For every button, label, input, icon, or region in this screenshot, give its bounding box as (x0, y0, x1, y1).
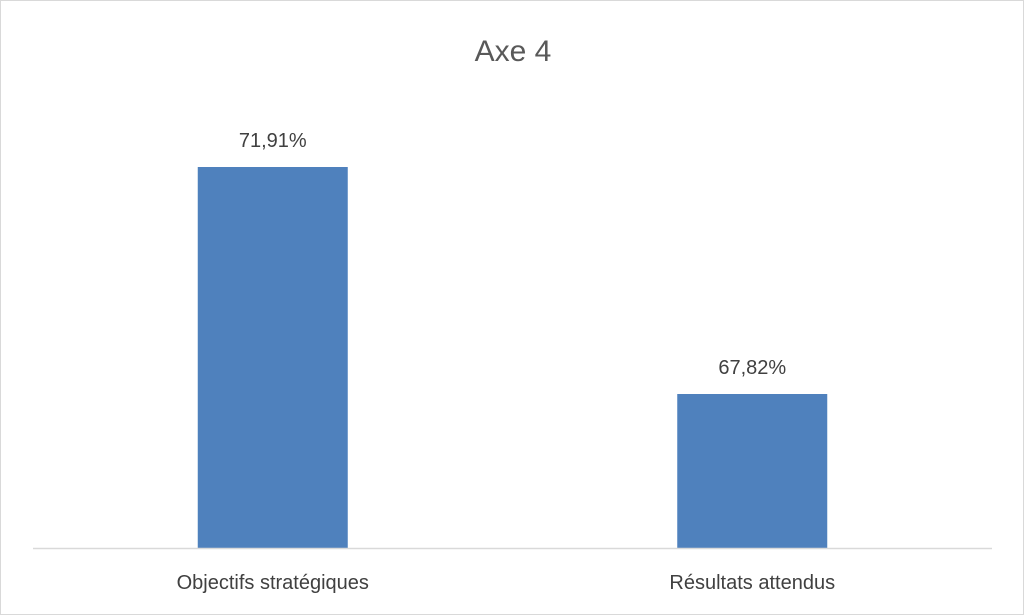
chart-title: Axe 4 (475, 35, 552, 68)
x-tick-label-2: Résultats attendus (669, 572, 835, 594)
labels-group: 71,91% Objectifs stratégiques 67,82% Résult… (177, 130, 835, 594)
bar-1 (197, 167, 348, 548)
x-tick-label-1: Objectifs stratégiques (177, 572, 369, 594)
data-label-1: 71,91% (239, 130, 307, 152)
bars-group (197, 167, 828, 548)
bar-2 (677, 394, 828, 548)
data-label-2: 67,82% (718, 357, 786, 379)
